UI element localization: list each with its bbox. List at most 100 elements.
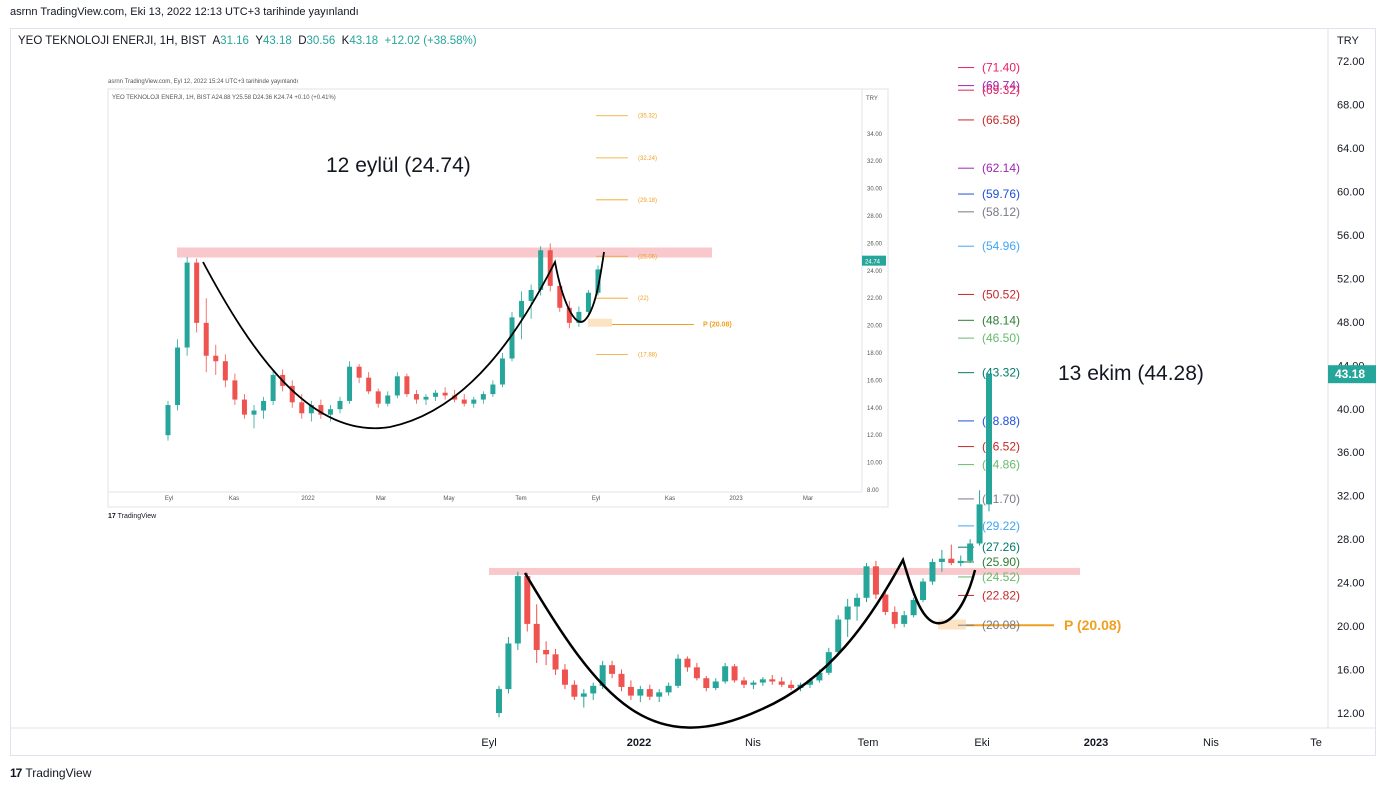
candle-body xyxy=(505,643,512,690)
inset-candle-body xyxy=(213,355,219,362)
inset-candle-body xyxy=(318,405,324,415)
inset-candle-body xyxy=(289,385,295,403)
high-label: Y xyxy=(255,35,264,47)
inset-price-axis-tick: 18.00 xyxy=(867,351,883,357)
candle-body xyxy=(929,561,936,582)
candle-body xyxy=(806,680,813,685)
candle-body xyxy=(580,693,587,697)
candle-body xyxy=(609,665,616,674)
inset-fib-level-label: (17.88) xyxy=(638,353,657,359)
candle-body xyxy=(703,678,710,689)
candle-body xyxy=(675,658,682,686)
inset-price-axis-tick: 14.00 xyxy=(867,406,883,412)
inset-candle-body xyxy=(308,405,314,414)
low-label: D xyxy=(298,35,307,47)
inset-price-axis-currency: TRY xyxy=(866,96,878,102)
chart-frame xyxy=(10,28,1376,756)
candle-body xyxy=(618,673,625,687)
candle-body xyxy=(788,684,795,689)
time-axis-tick: Te xyxy=(1310,737,1322,749)
inset-pivot-label: P (20.08) xyxy=(703,322,732,329)
inset-price-axis-tick: 16.00 xyxy=(867,378,883,384)
inset-candle-body xyxy=(241,399,247,415)
candle-body xyxy=(731,666,738,681)
candle-body xyxy=(854,597,861,607)
inset-price-axis-tick: 24.00 xyxy=(867,269,883,275)
candle-body xyxy=(496,689,502,713)
publish-header: asrnn TradingView.com, Eki 13, 2022 12:1… xyxy=(10,6,359,18)
candle-body xyxy=(901,615,908,624)
inset-candle-body xyxy=(471,399,477,404)
time-axis-tick: 2023 xyxy=(1084,737,1108,749)
pivot-zone xyxy=(938,619,966,630)
inset-time-axis-tick: 2022 xyxy=(301,496,315,502)
inset-candle-body xyxy=(347,366,353,401)
inset-price-axis-tick: 32.00 xyxy=(867,159,883,165)
fib-level-label: (29.22) xyxy=(982,519,1020,533)
candle-body xyxy=(693,667,700,679)
time-axis-tick: 2022 xyxy=(627,737,651,749)
inset-candle-body xyxy=(175,347,181,406)
inset-time-axis-tick: Tem xyxy=(515,496,526,502)
fib-level-label: (20.08) xyxy=(982,618,1020,632)
fib-level-label: (59.76) xyxy=(982,187,1020,201)
inset-candle-body xyxy=(461,399,467,404)
fib-level-label: (62.14) xyxy=(982,161,1020,175)
tradingview-logo-text: TradingView xyxy=(25,766,92,780)
time-axis-tick: Tem xyxy=(858,737,879,749)
inset-price-axis-tick: 10.00 xyxy=(867,461,883,467)
candle-body xyxy=(948,558,955,564)
fib-level-label: (46.50) xyxy=(982,331,1020,345)
price-axis-tick: 16.00 xyxy=(1337,665,1365,677)
price-axis-tick: 40.00 xyxy=(1337,404,1365,416)
candle-body xyxy=(910,599,917,616)
inset-annotation: 12 eylül (24.74) xyxy=(326,154,471,177)
time-axis-tick: Eyl xyxy=(481,737,496,749)
inset-candle-body xyxy=(585,292,591,312)
inset-last-price-value: 24.74 xyxy=(865,260,881,266)
price-axis-tick: 36.00 xyxy=(1337,447,1365,459)
inset-candle-body xyxy=(327,409,333,415)
candle-body xyxy=(882,594,889,612)
main-annotation: 13 ekim (44.28) xyxy=(1058,362,1204,385)
inset-cup-handle-curve xyxy=(202,251,605,430)
inset-candle-body xyxy=(499,358,505,385)
time-axis-tick: Eki xyxy=(974,737,989,749)
fib-level-label: (66.58) xyxy=(982,113,1020,127)
symbol-legend: YEO TEKNOLOJI ENERJI, 1H, BIST A31.16 Y4… xyxy=(18,35,477,47)
inset-time-axis-tick: Mar xyxy=(803,496,813,502)
candle-body xyxy=(712,681,719,689)
inset-price-axis-tick: 28.00 xyxy=(867,214,883,220)
candle-body xyxy=(637,689,644,696)
price-axis-tick: 68.00 xyxy=(1337,100,1365,112)
inset-tradingview-logo: 17 TradingView xyxy=(108,513,157,520)
inset-candle-body xyxy=(194,262,200,323)
inset-resistance-band xyxy=(177,247,712,258)
candle-body xyxy=(656,692,663,697)
inset-candle-body xyxy=(413,394,419,400)
price-axis-tick: 52.00 xyxy=(1337,273,1365,285)
fib-level-label: (69.32) xyxy=(982,83,1020,97)
inset-candle-body xyxy=(366,377,372,392)
candle-body xyxy=(976,504,983,544)
inset-candle-body xyxy=(222,361,228,381)
cup-handle-curve xyxy=(523,556,977,729)
fib-level-label: (50.52) xyxy=(982,287,1020,301)
price-axis-currency: TRY xyxy=(1337,35,1359,47)
price-axis-tick: 12.00 xyxy=(1337,708,1365,720)
fib-level-label: (58.12) xyxy=(982,205,1020,219)
candle-body xyxy=(920,581,927,600)
fib-level-label: (54.96) xyxy=(982,239,1020,253)
fib-level-label: (25.90) xyxy=(982,555,1020,569)
price-axis-tick: 60.00 xyxy=(1337,186,1365,198)
resistance-band xyxy=(489,567,1080,575)
candle-body xyxy=(778,681,785,685)
inset-candle-body xyxy=(576,311,582,323)
inset-candle-body xyxy=(385,395,391,404)
inset-price-axis-tick: 12.00 xyxy=(867,433,883,439)
inset-candle-body xyxy=(270,374,276,401)
inset-symbol-legend: YEO TEKNOLOJI ENERJI, 1H, BIST A24.88 Y2… xyxy=(112,95,336,101)
inset-time-axis-tick: Mar xyxy=(376,496,386,502)
price-axis-tick: 64.00 xyxy=(1337,143,1365,155)
